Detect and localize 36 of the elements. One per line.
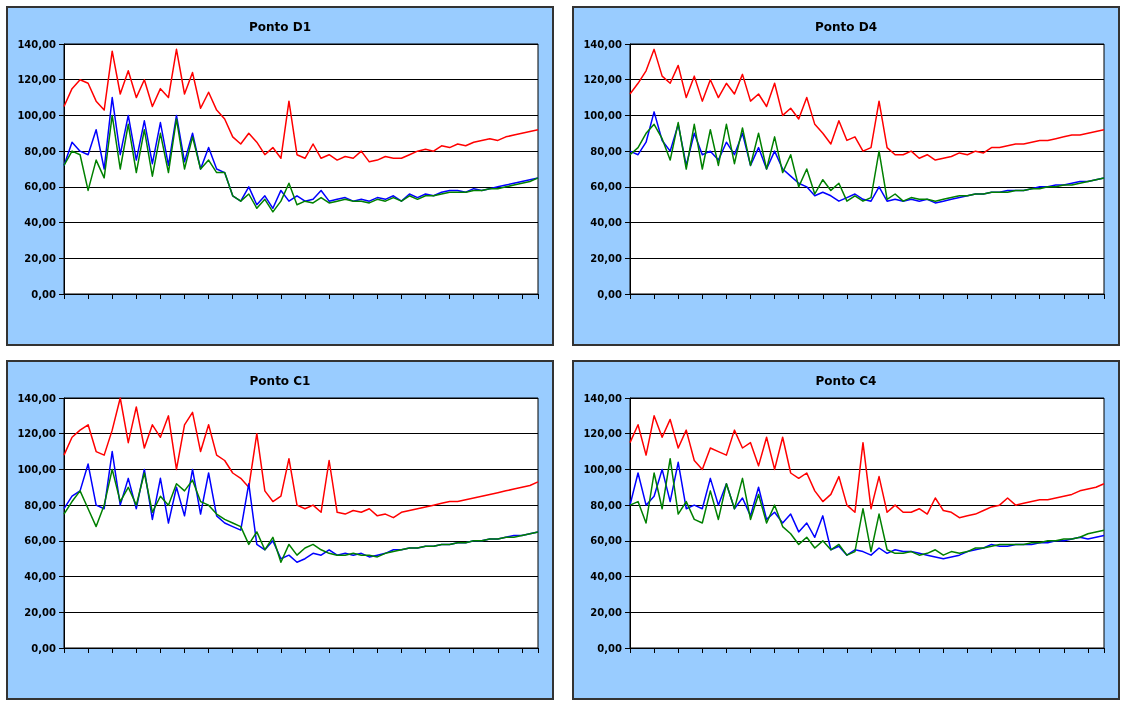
y-tick-label: 20,00 bbox=[24, 252, 57, 264]
y-tick-label: 100,00 bbox=[583, 463, 623, 475]
y-tick-label: 40,00 bbox=[24, 217, 57, 229]
y-tick-label: 20,00 bbox=[590, 606, 623, 618]
y-tick-label: 40,00 bbox=[590, 570, 623, 582]
y-tick-label: 60,00 bbox=[590, 181, 623, 193]
y-tick-label: 100,00 bbox=[17, 109, 57, 121]
y-tick-label: 120,00 bbox=[17, 74, 57, 86]
y-tick-label: 100,00 bbox=[17, 463, 57, 475]
y-tick-label: 140,00 bbox=[583, 392, 623, 403]
chart-title: Ponto C4 bbox=[815, 373, 877, 388]
chart-title: Ponto C1 bbox=[249, 373, 311, 388]
y-tick-label: 140,00 bbox=[583, 38, 623, 50]
y-tick-label: 80,00 bbox=[590, 499, 623, 511]
y-tick-label: 80,00 bbox=[24, 499, 57, 511]
y-tick-label: 140,00 bbox=[17, 38, 57, 50]
y-tick-label: 0,00 bbox=[597, 642, 623, 653]
chart-title: Ponto D1 bbox=[248, 20, 312, 34]
y-tick-label: 20,00 bbox=[24, 606, 57, 618]
y-tick-label: 120,00 bbox=[583, 427, 623, 439]
y-tick-label: 0,00 bbox=[597, 288, 623, 300]
y-tick-label: 40,00 bbox=[24, 570, 57, 582]
y-tick-label: 80,00 bbox=[24, 145, 57, 157]
y-tick-label: 0,00 bbox=[31, 288, 57, 300]
y-tick-label: 120,00 bbox=[583, 74, 623, 86]
y-tick-label: 60,00 bbox=[590, 534, 623, 546]
y-tick-label: 60,00 bbox=[24, 181, 57, 193]
y-tick-label: 120,00 bbox=[17, 427, 57, 439]
y-tick-label: 80,00 bbox=[590, 145, 623, 157]
y-tick-label: 60,00 bbox=[24, 534, 57, 546]
y-tick-label: 140,00 bbox=[17, 392, 57, 403]
y-tick-label: 0,00 bbox=[31, 642, 57, 653]
y-tick-label: 40,00 bbox=[590, 217, 623, 229]
chart-title: Ponto D4 bbox=[814, 20, 878, 34]
y-tick-label: 100,00 bbox=[583, 109, 623, 121]
y-tick-label: 20,00 bbox=[590, 252, 623, 264]
